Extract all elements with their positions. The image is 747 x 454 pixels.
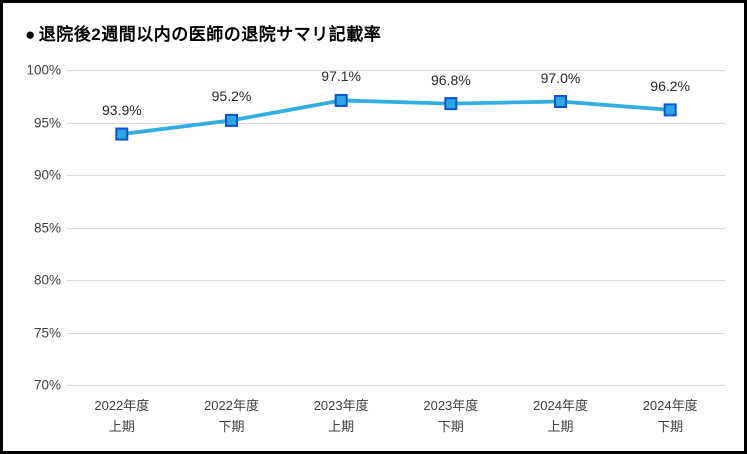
x-axis-tick-label: 2023年度 上期 [314,395,369,437]
x-axis-tick-label-line: 下期 [657,419,684,434]
x-axis-tick-label-line: 2023年度 [313,398,369,413]
chart-title: ● 退院後2週間以内の医師の退院サマリ記載率 [25,20,381,45]
y-axis-tick-label: 70% [33,377,61,393]
x-axis-tick-label-line: 下期 [437,419,464,434]
data-point-label: 95.2% [211,88,252,105]
y-axis-tick-label: 90% [33,167,61,183]
data-point-label: 97.0% [540,69,581,86]
data-point-label: 96.2% [650,77,691,94]
gridline [67,175,725,176]
x-axis-tick-label-line: 上期 [328,419,355,434]
x-axis-tick-label-line: 2022年度 [94,398,150,413]
x-axis-tick-label-line: 2024年度 [642,398,698,413]
data-point-label: 97.1% [321,68,362,85]
data-point-marker [334,93,348,107]
gridline [67,70,725,71]
x-axis-tick-label: 2022年度 下期 [204,395,259,437]
line-chart-svg [115,93,677,141]
data-point-marker [115,127,129,141]
y-axis-tick-label: 85% [33,220,61,235]
gridline [67,122,725,124]
x-axis-tick-label-line: 2024年度 [533,398,588,413]
y-axis-tick-label: 75% [33,325,61,340]
gridline [67,385,725,386]
trend-line [119,98,673,136]
plot-area: 93.9% 95.2% 97.1% 96.8% 97.0% 96.2% [67,68,725,386]
data-point-marker [663,103,677,117]
data-point-marker [554,95,567,108]
bullet-icon: ● [25,25,36,44]
x-axis-tick-label: 2023年度 下期 [423,395,478,437]
data-point-marker [225,113,238,127]
x-axis-tick-label-line: 2023年度 [423,398,479,413]
x-axis-tick-label-line: 上期 [547,419,574,434]
gridline [67,280,725,281]
gridline [67,227,725,229]
x-axis-tick-label: 2024年度 下期 [643,395,698,437]
y-axis-tick-label: 95% [33,115,61,130]
data-point-label: 93.9% [101,102,142,119]
x-axis-tick-label-line: 上期 [108,419,135,434]
data-point-label: 96.8% [430,71,471,88]
x-axis-tick-label-line: 下期 [218,419,245,434]
y-axis-tick-label: 80% [33,272,61,288]
x-axis-tick-label: 2024年度 上期 [533,395,588,437]
chart-title-text: 退院後2週間以内の医師の退院サマリ記載率 [38,25,382,44]
gridline [67,332,725,334]
x-axis-tick-label-line: 2022年度 [204,398,259,413]
x-axis-tick-label: 2022年度 上期 [94,395,149,437]
data-point-marker [444,97,458,111]
y-axis-tick-label: 100% [26,62,61,78]
